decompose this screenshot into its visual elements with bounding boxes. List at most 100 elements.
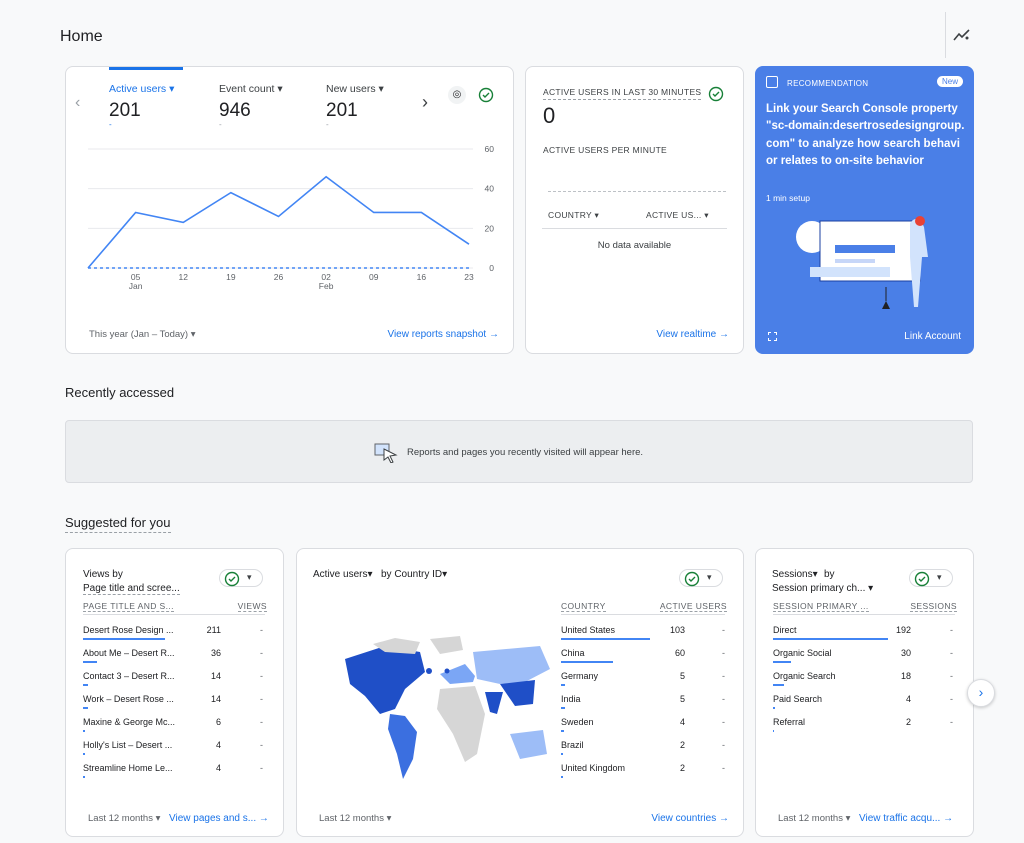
card-subtitle[interactable]: by Country ID▾ — [381, 569, 448, 580]
status-icon[interactable] — [913, 570, 931, 588]
tab-change: - — [109, 120, 112, 129]
row-bar — [773, 707, 776, 709]
options-pill[interactable]: ▾ — [909, 569, 953, 587]
period[interactable]: Last 12 months ▾ — [319, 813, 392, 824]
x-tick-label: 19 — [226, 272, 236, 282]
realtime-title: ACTIVE USERS IN LAST 30 MINUTES — [543, 87, 702, 100]
period[interactable]: Last 12 months ▾ — [778, 813, 851, 824]
row-bar — [83, 684, 89, 686]
illustration — [796, 216, 928, 309]
rec-text: Link your Search Console property "sc-do… — [766, 103, 965, 167]
rec-label: RECOMMENDATION — [787, 79, 869, 88]
column-header: PAGE TITLE AND S... — [83, 601, 174, 612]
row-change: - — [260, 625, 263, 635]
link[interactable]: View reports snapshot → — [387, 329, 499, 340]
row-value: 4 — [905, 694, 911, 704]
row-bar — [83, 776, 85, 778]
link[interactable]: View pages and s... → — [169, 813, 269, 824]
row-bar — [773, 684, 784, 686]
row-bar — [561, 730, 565, 732]
next-button[interactable]: › — [967, 679, 995, 707]
status-icon[interactable] — [477, 86, 495, 104]
row-label: Contact 3 – Desert R... — [83, 671, 175, 681]
icon: ‹ — [75, 94, 81, 111]
row-bar — [561, 753, 563, 755]
chart-baseline — [548, 191, 726, 192]
row-label: Brazil — [561, 740, 584, 750]
card-title: Views by — [83, 569, 123, 580]
page-title: Home — [60, 28, 103, 45]
row-bar — [83, 753, 85, 755]
empty-message: No data available — [597, 240, 672, 251]
cursor-icon — [374, 443, 398, 463]
header-rule — [561, 614, 725, 615]
row-value: 192 — [895, 625, 911, 635]
row-bar — [83, 707, 89, 709]
tab-label[interactable]: Active users ▾ — [109, 83, 175, 95]
column-header: COUNTRY — [561, 601, 606, 612]
tab-label[interactable]: New users ▾ — [326, 83, 384, 95]
card-subtitle: Page title and scree... — [83, 583, 180, 595]
rec-note: 1 min setup — [766, 193, 810, 203]
period[interactable]: Last 12 months ▾ — [88, 813, 161, 824]
link[interactable]: View traffic acqu... → — [859, 813, 954, 824]
tab-change: - — [326, 120, 329, 129]
row-change: - — [722, 740, 725, 750]
compare-icon[interactable]: ◎ — [448, 86, 466, 104]
row-change: - — [260, 648, 263, 658]
row-label: Work – Desert Rose ... — [83, 694, 174, 704]
row-change: - — [950, 717, 953, 727]
row-change: - — [950, 625, 953, 635]
row-label: United Kingdom — [561, 763, 626, 773]
status-icon[interactable] — [223, 570, 241, 588]
row-bar — [83, 730, 86, 732]
header-rule — [83, 614, 265, 615]
row-bar — [773, 661, 791, 663]
x-tick-label: 26 — [274, 272, 284, 282]
x-tick-label: 16 — [417, 272, 427, 282]
row-bar — [83, 661, 97, 663]
row-label: Sweden — [561, 717, 594, 727]
card-title[interactable]: Sessions▾ — [772, 569, 818, 580]
link[interactable]: View realtime → — [656, 329, 729, 340]
card-title[interactable]: Active users▾ — [313, 569, 373, 580]
icon: › — [422, 92, 428, 112]
row-value: 5 — [679, 694, 685, 704]
date-range[interactable]: This year (Jan – Today) ▾ — [89, 329, 196, 340]
realtime-subtitle: ACTIVE USERS PER MINUTE — [543, 145, 668, 155]
y-tick-label: 0 — [489, 263, 494, 273]
tab-label[interactable]: Event count ▾ — [219, 83, 283, 95]
icon: ▾ — [247, 572, 252, 582]
suggestion-card: Active users▾ by Country ID▾ ▾ COUNTRY ACTIV… — [296, 548, 744, 837]
insights-icon[interactable] — [953, 27, 971, 43]
action[interactable]: Link Account — [904, 331, 961, 342]
row-change: - — [722, 671, 725, 681]
row-label: Organic Search — [773, 671, 836, 681]
header-rule — [773, 614, 955, 615]
row-bar — [561, 684, 566, 686]
status-icon[interactable] — [683, 570, 701, 588]
card-subtitle[interactable]: Session primary ch... ▾ — [772, 583, 874, 594]
recent-box: Reports and pages you recently visited w… — [65, 420, 973, 483]
row-change: - — [260, 740, 263, 750]
row-label: India — [561, 694, 581, 704]
x-tick-label: 09 — [369, 272, 379, 282]
options-pill[interactable]: ▾ — [679, 569, 723, 587]
row-value: 60 — [674, 648, 685, 658]
suggestion-card: Views by Page title and scree... ▾ PAGE TIT… — [65, 548, 284, 837]
column-header: ACTIVE US... ▾ — [646, 210, 709, 220]
row-change: - — [950, 694, 953, 704]
row-value: 2 — [679, 763, 685, 773]
link[interactable]: View countries → — [651, 813, 729, 824]
overview-card: ‹ › Active users ▾ 201- Event count ▾ 946- New… — [65, 66, 514, 354]
row-value: 36 — [210, 648, 221, 658]
status-icon[interactable] — [707, 85, 725, 103]
options-pill[interactable]: ▾ — [219, 569, 263, 587]
row-label: About Me – Desert R... — [83, 648, 175, 658]
row-value: 14 — [210, 694, 221, 704]
row-value: 103 — [669, 625, 685, 635]
row-label: Holly's List – Desert ... — [83, 740, 173, 750]
row-change: - — [260, 671, 263, 681]
icon: ▾ — [707, 572, 712, 582]
